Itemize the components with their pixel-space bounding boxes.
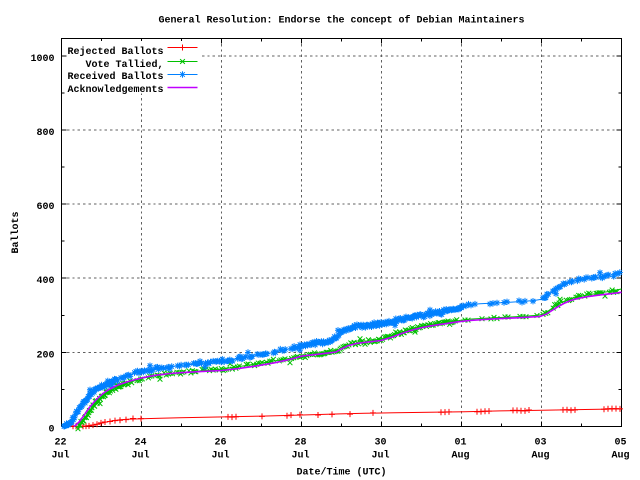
svg-text:05: 05 — [614, 438, 626, 449]
svg-text:600: 600 — [36, 202, 54, 213]
svg-text:Jul: Jul — [371, 450, 389, 462]
svg-text:Rejected Ballots: Rejected Ballots — [67, 46, 163, 58]
svg-text:Aug: Aug — [451, 451, 469, 462]
svg-text:28: 28 — [294, 438, 306, 449]
svg-text:Jul: Jul — [51, 450, 69, 462]
svg-text:200: 200 — [36, 350, 54, 361]
svg-text:03: 03 — [534, 438, 546, 449]
svg-text:Aug: Aug — [531, 451, 549, 462]
svg-text:800: 800 — [36, 128, 54, 139]
svg-text:Vote Tallied,: Vote Tallied, — [85, 59, 163, 71]
svg-text:Date/Time (UTC): Date/Time (UTC) — [296, 467, 386, 479]
svg-text:01: 01 — [454, 438, 466, 449]
svg-text:Aug: Aug — [611, 451, 629, 462]
svg-text:Received Ballots: Received Ballots — [67, 71, 163, 83]
svg-text:Acknowledgements: Acknowledgements — [67, 84, 163, 96]
svg-text:Ballots: Ballots — [10, 211, 22, 253]
svg-text:24: 24 — [134, 438, 146, 449]
svg-text:30: 30 — [374, 438, 386, 449]
svg-text:26: 26 — [214, 438, 226, 449]
svg-text:Jul: Jul — [211, 450, 229, 462]
svg-text:General Resolution: Endorse th: General Resolution: Endorse the concept … — [158, 15, 524, 27]
svg-text:400: 400 — [36, 276, 54, 287]
svg-text:Jul: Jul — [131, 450, 149, 462]
svg-text:22: 22 — [54, 438, 66, 449]
svg-text:0: 0 — [48, 425, 54, 436]
svg-text:1000: 1000 — [30, 54, 54, 65]
svg-text:Jul: Jul — [291, 450, 309, 462]
